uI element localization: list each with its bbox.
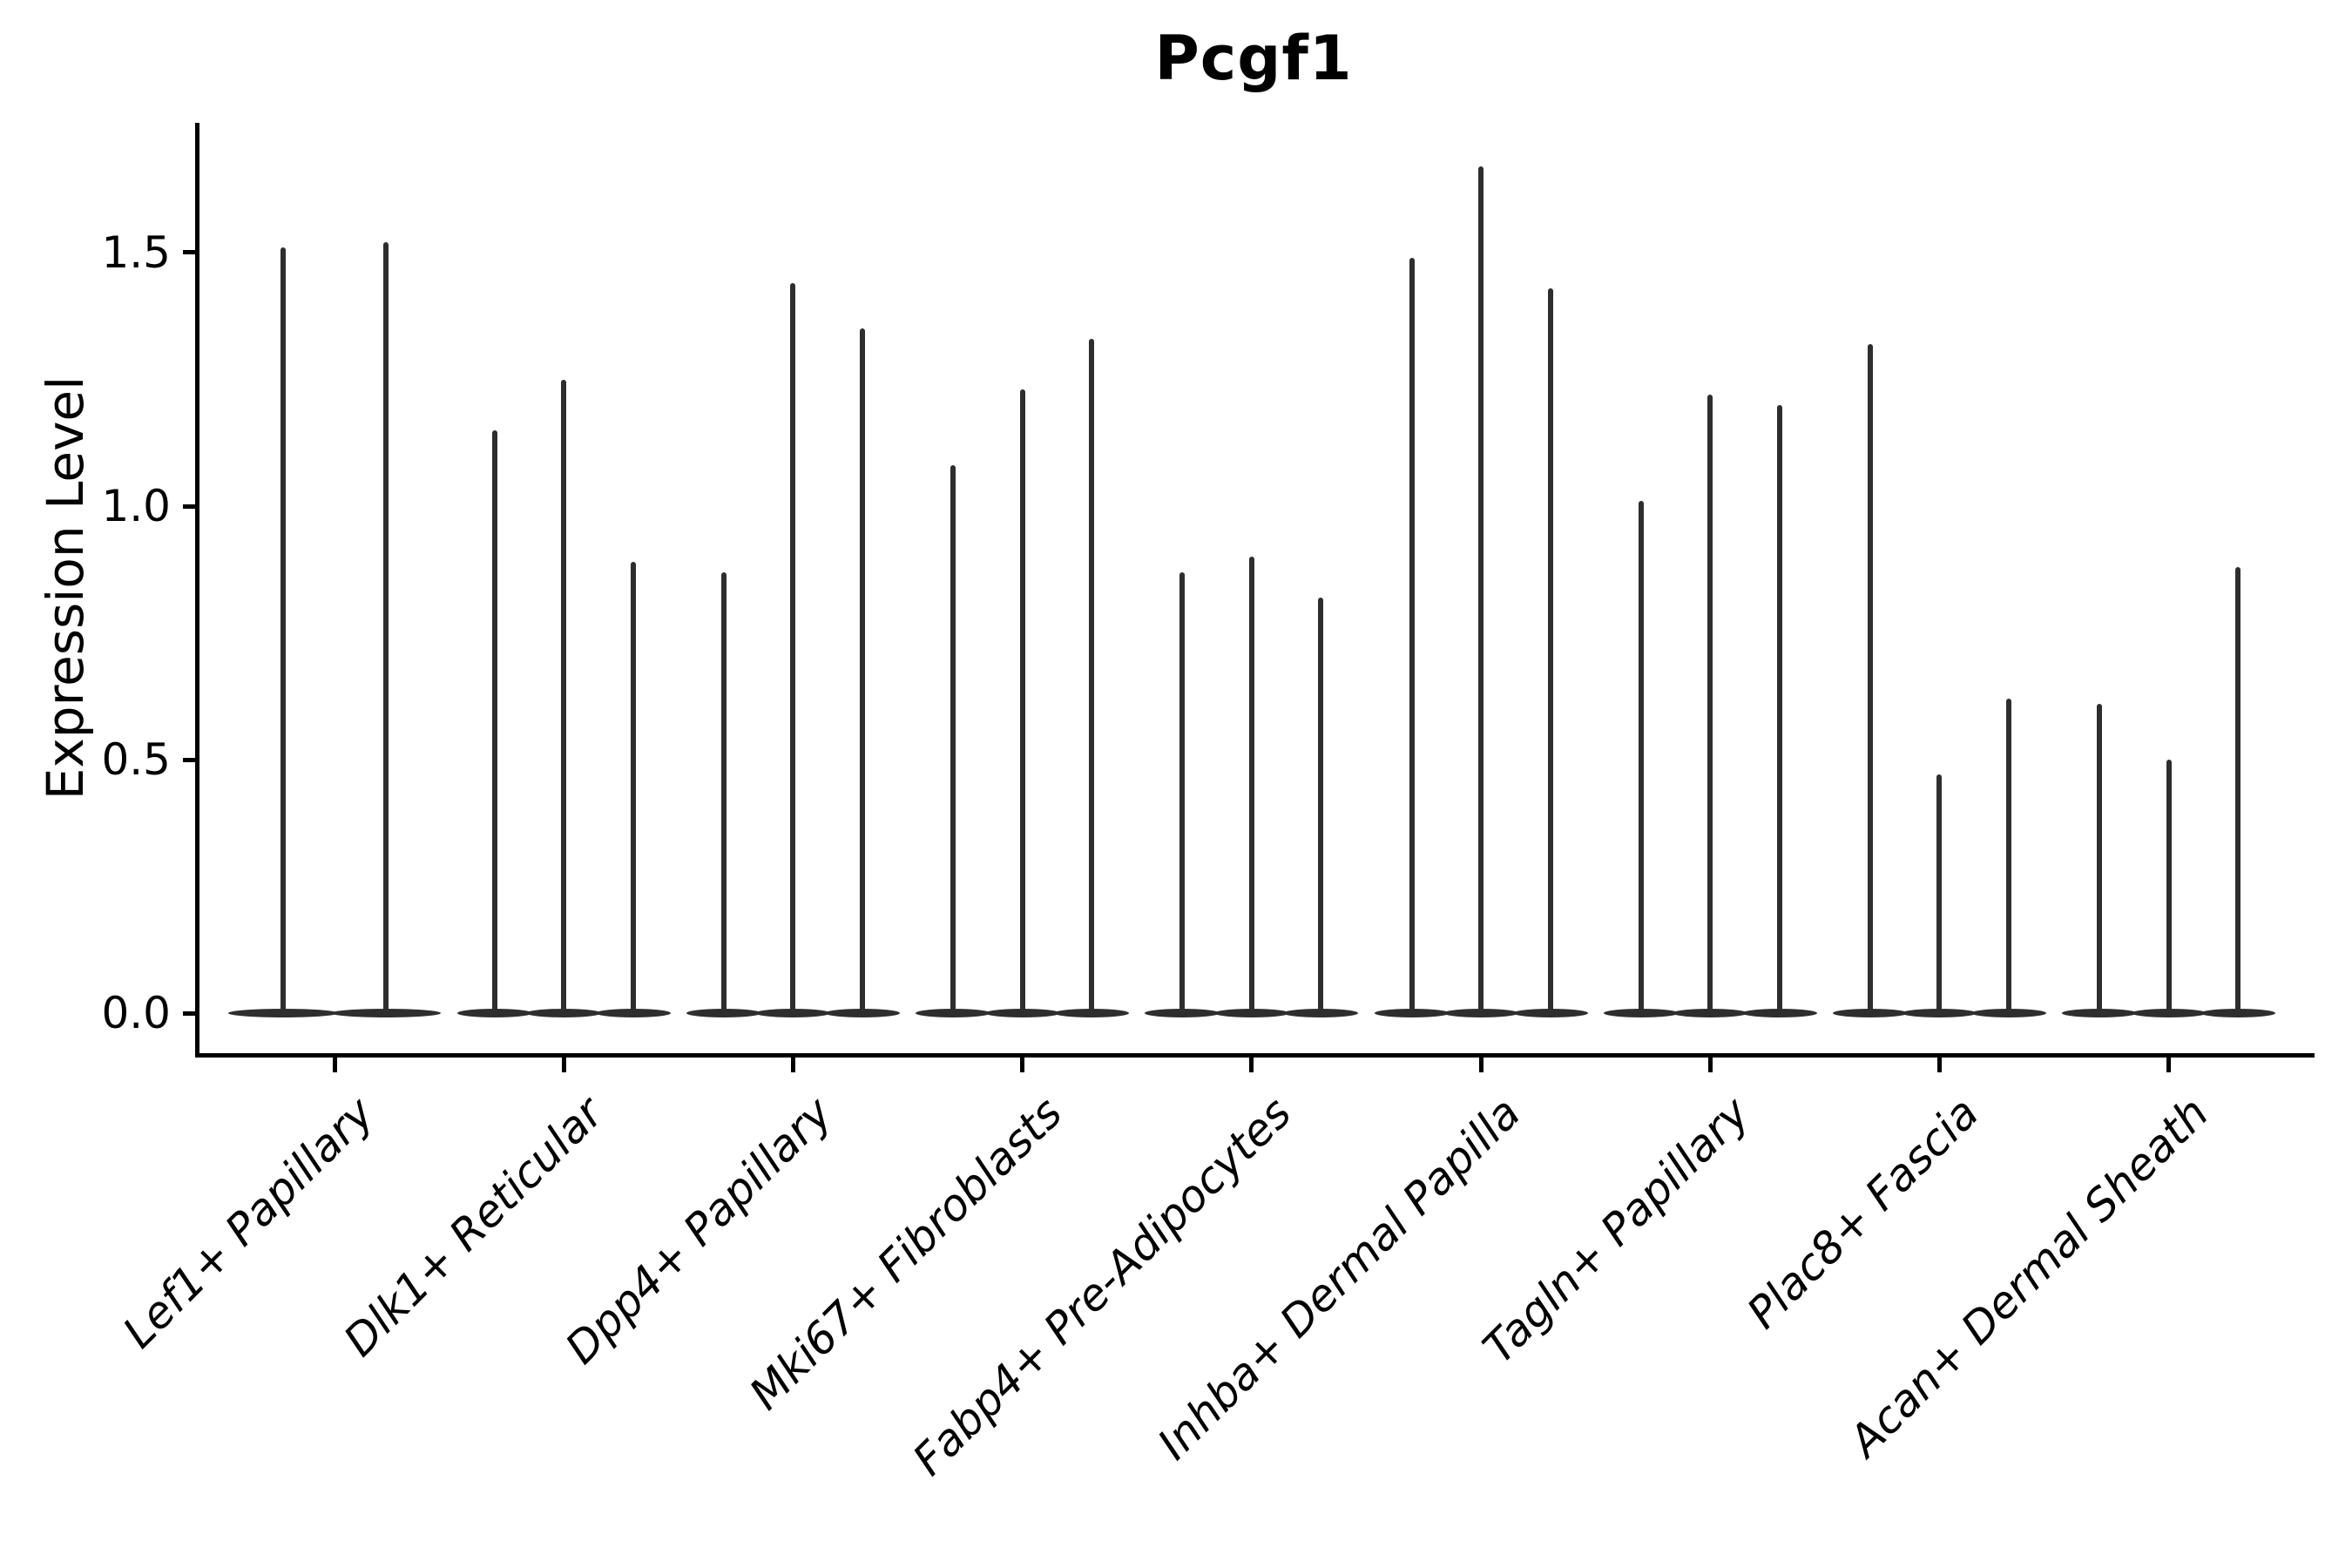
x-tick-mark (332, 1053, 337, 1072)
violin-spike (1638, 501, 1644, 1017)
violin-spike (491, 429, 497, 1017)
plot-area (195, 123, 2315, 1058)
violin-spike (630, 562, 636, 1017)
violin-spike (1409, 257, 1415, 1017)
x-tick-mark (1707, 1053, 1713, 1072)
y-tick-label: 1.5 (101, 226, 171, 278)
violin-spike (383, 242, 389, 1017)
violin-spike (561, 379, 567, 1017)
violin-spike (2235, 566, 2241, 1017)
violin-spike (2097, 703, 2103, 1017)
violin-spike (1089, 338, 1095, 1017)
y-tick-label: 1.0 (101, 481, 171, 531)
x-tick-mark (1249, 1053, 1254, 1072)
violin-spike (720, 571, 727, 1017)
violin-spike (1776, 404, 1782, 1017)
x-tick-mark (561, 1053, 566, 1072)
violin-spike (790, 282, 796, 1017)
x-tick-mark (2166, 1053, 2172, 1072)
violin-spike (950, 465, 956, 1017)
violin-spike (1248, 557, 1254, 1017)
x-tick-mark (1936, 1053, 1942, 1072)
chart-title: Pcgf1 (1154, 23, 1353, 94)
violin-spike (859, 328, 865, 1017)
violin-spike (1019, 389, 1025, 1017)
violin-spike (1936, 774, 1943, 1017)
violin-spike (1318, 597, 1324, 1017)
x-tick-mark (790, 1053, 795, 1072)
x-tick-mark (1478, 1053, 1484, 1072)
violin-spike (280, 247, 286, 1017)
violin-spike (2005, 699, 2011, 1017)
violin-spike (1707, 394, 1713, 1017)
y-tick-mark (183, 250, 197, 255)
y-tick-label: 0.5 (101, 734, 171, 785)
y-tick-label: 0.0 (101, 988, 171, 1039)
violin-spike (2166, 760, 2172, 1017)
violin-spike (1867, 343, 1873, 1017)
y-tick-mark (183, 504, 197, 509)
y-tick-mark (183, 1010, 197, 1016)
violin-spike (1478, 166, 1484, 1017)
x-tick-mark (1020, 1053, 1025, 1072)
y-tick-mark (183, 757, 197, 762)
violin-spike (1547, 287, 1553, 1017)
violin-spike (1179, 571, 1186, 1017)
